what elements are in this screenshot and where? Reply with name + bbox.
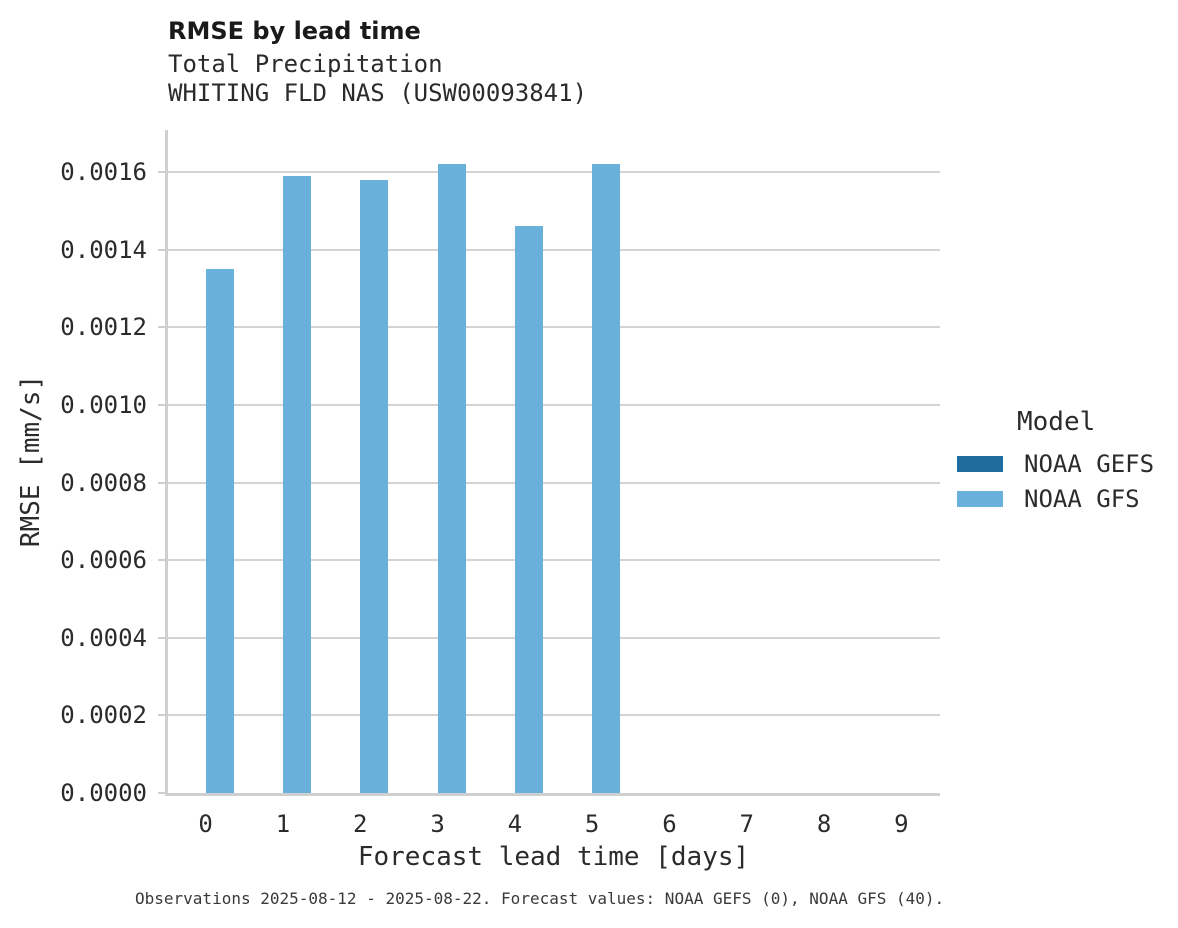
legend-item: NOAA GEFS: [957, 446, 1178, 481]
chart-subtitle: Total Precipitation WHITING FLD NAS (USW…: [168, 50, 587, 108]
chart-title: RMSE by lead time: [168, 17, 421, 45]
y-axis-title: RMSE [mm/s]: [16, 374, 46, 548]
y-tick-label: 0.0002: [60, 701, 147, 730]
y-gridline: [167, 481, 940, 484]
bar: [514, 226, 543, 793]
y-tick: [158, 792, 166, 794]
x-tick-label: 0: [198, 810, 213, 838]
y-gridline: [167, 171, 940, 173]
y-tick-label: 0.0010: [60, 390, 147, 419]
x-tick-label: 9: [894, 810, 909, 838]
legend-item-label: NOAA GFS: [1024, 484, 1140, 513]
x-tick-label: 5: [584, 810, 600, 838]
legend-swatch-noaa-gefs: [957, 455, 1003, 472]
y-tick-label: 0.0008: [60, 468, 147, 497]
legend: Model NOAA GEFS NOAA GFS: [957, 406, 1178, 516]
caption: Observations 2025-08-12 - 2025-08-22. Fo…: [135, 889, 945, 908]
y-gridline: [167, 326, 940, 329]
y-tick-label: 0.0000: [60, 779, 147, 807]
x-tick-label: 3: [430, 810, 445, 838]
y-gridline: [167, 559, 940, 562]
plot-panel: Forecast lead time [days] 0.0000 0.0002 0.…: [60, 130, 940, 872]
y-tick: [158, 481, 166, 484]
x-tick-label: 4: [507, 810, 523, 838]
y-tick-label: 0.0012: [60, 313, 147, 342]
x-tick-label: 2: [353, 810, 368, 838]
legend-item: NOAA GFS: [957, 481, 1178, 516]
y-gridline: [167, 248, 940, 251]
y-tick: [158, 403, 166, 406]
y-tick: [158, 171, 166, 173]
chart-subtitle-line-2: WHITING FLD NAS (USW00093841): [168, 79, 588, 107]
x-tick-label: 1: [275, 810, 291, 838]
y-axis-spine: [165, 130, 168, 796]
y-tick: [158, 559, 166, 562]
y-tick-label: 0.0006: [60, 546, 147, 575]
bar: [360, 180, 389, 793]
y-gridline: [167, 403, 940, 406]
legend-title: Model: [1017, 407, 1096, 437]
x-tick-label: 6: [662, 810, 677, 838]
y-gridline: [167, 636, 940, 639]
x-tick-label: 8: [816, 810, 832, 838]
y-tick: [158, 714, 166, 717]
y-tick-label: 0.0016: [60, 158, 147, 186]
bar: [437, 164, 466, 793]
y-tick-label: 0.0014: [60, 235, 147, 264]
legend-item-label: NOAA GEFS: [1024, 449, 1155, 478]
y-gridline: [167, 714, 940, 717]
y-tick: [158, 636, 166, 639]
x-axis-title: Forecast lead time [days]: [357, 842, 750, 872]
y-tick-label: 0.0004: [60, 623, 147, 652]
x-tick-label: 7: [739, 810, 754, 838]
y-tick: [158, 248, 166, 251]
chart-subtitle-line-1: Total Precipitation: [168, 50, 443, 78]
bar: [592, 164, 621, 793]
bar: [205, 269, 234, 793]
y-tick: [158, 326, 166, 329]
bar: [282, 176, 311, 793]
x-axis-line: [165, 793, 940, 796]
legend-swatch-noaa-gfs: [957, 490, 1003, 507]
